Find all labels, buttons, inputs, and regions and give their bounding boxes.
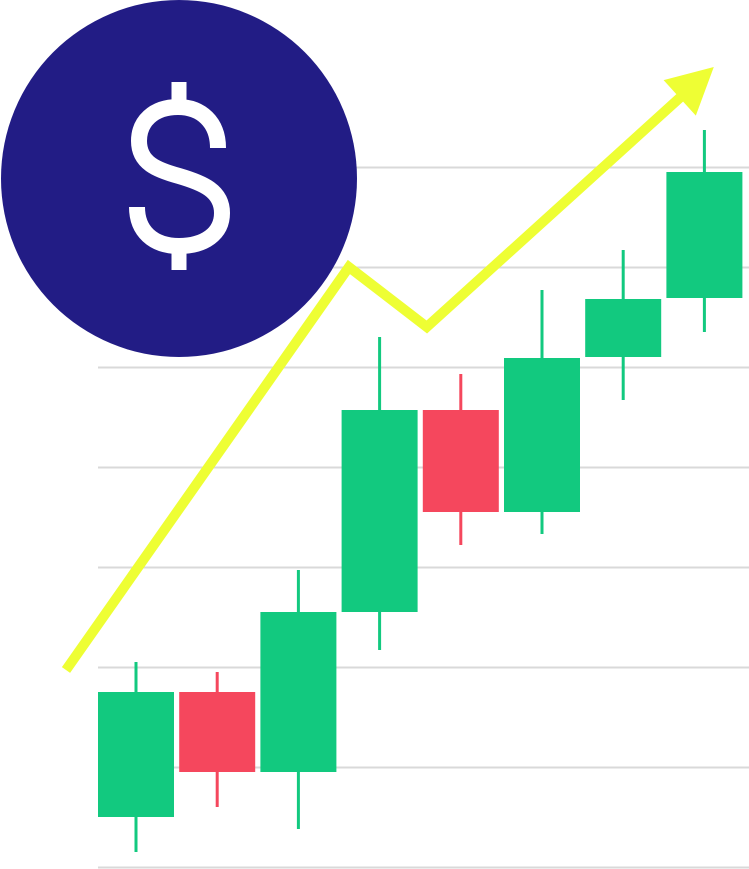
- trend-arrow-up-icon: [61, 67, 714, 673]
- candle-7: [585, 250, 662, 400]
- candle-body: [504, 358, 580, 512]
- candle-body: [422, 410, 499, 512]
- candle-body: [98, 692, 174, 817]
- candle-4: [341, 337, 418, 650]
- candle-body: [341, 410, 418, 612]
- candle-8: [666, 130, 743, 332]
- trend-arrowhead: [663, 67, 714, 116]
- candle-body: [666, 172, 743, 298]
- dollar-badge: [1, 0, 357, 357]
- candle-6: [504, 290, 580, 534]
- candle-body: [260, 612, 337, 772]
- dollar-sign-icon: [129, 82, 230, 270]
- candle-body: [179, 692, 256, 772]
- candle-5: [422, 374, 499, 545]
- candle-1: [98, 662, 174, 852]
- candle-3: [260, 570, 337, 829]
- candle-2: [179, 672, 256, 807]
- candle-body: [585, 299, 662, 357]
- trend-line: [61, 84, 694, 673]
- candlestick-series: [98, 130, 743, 852]
